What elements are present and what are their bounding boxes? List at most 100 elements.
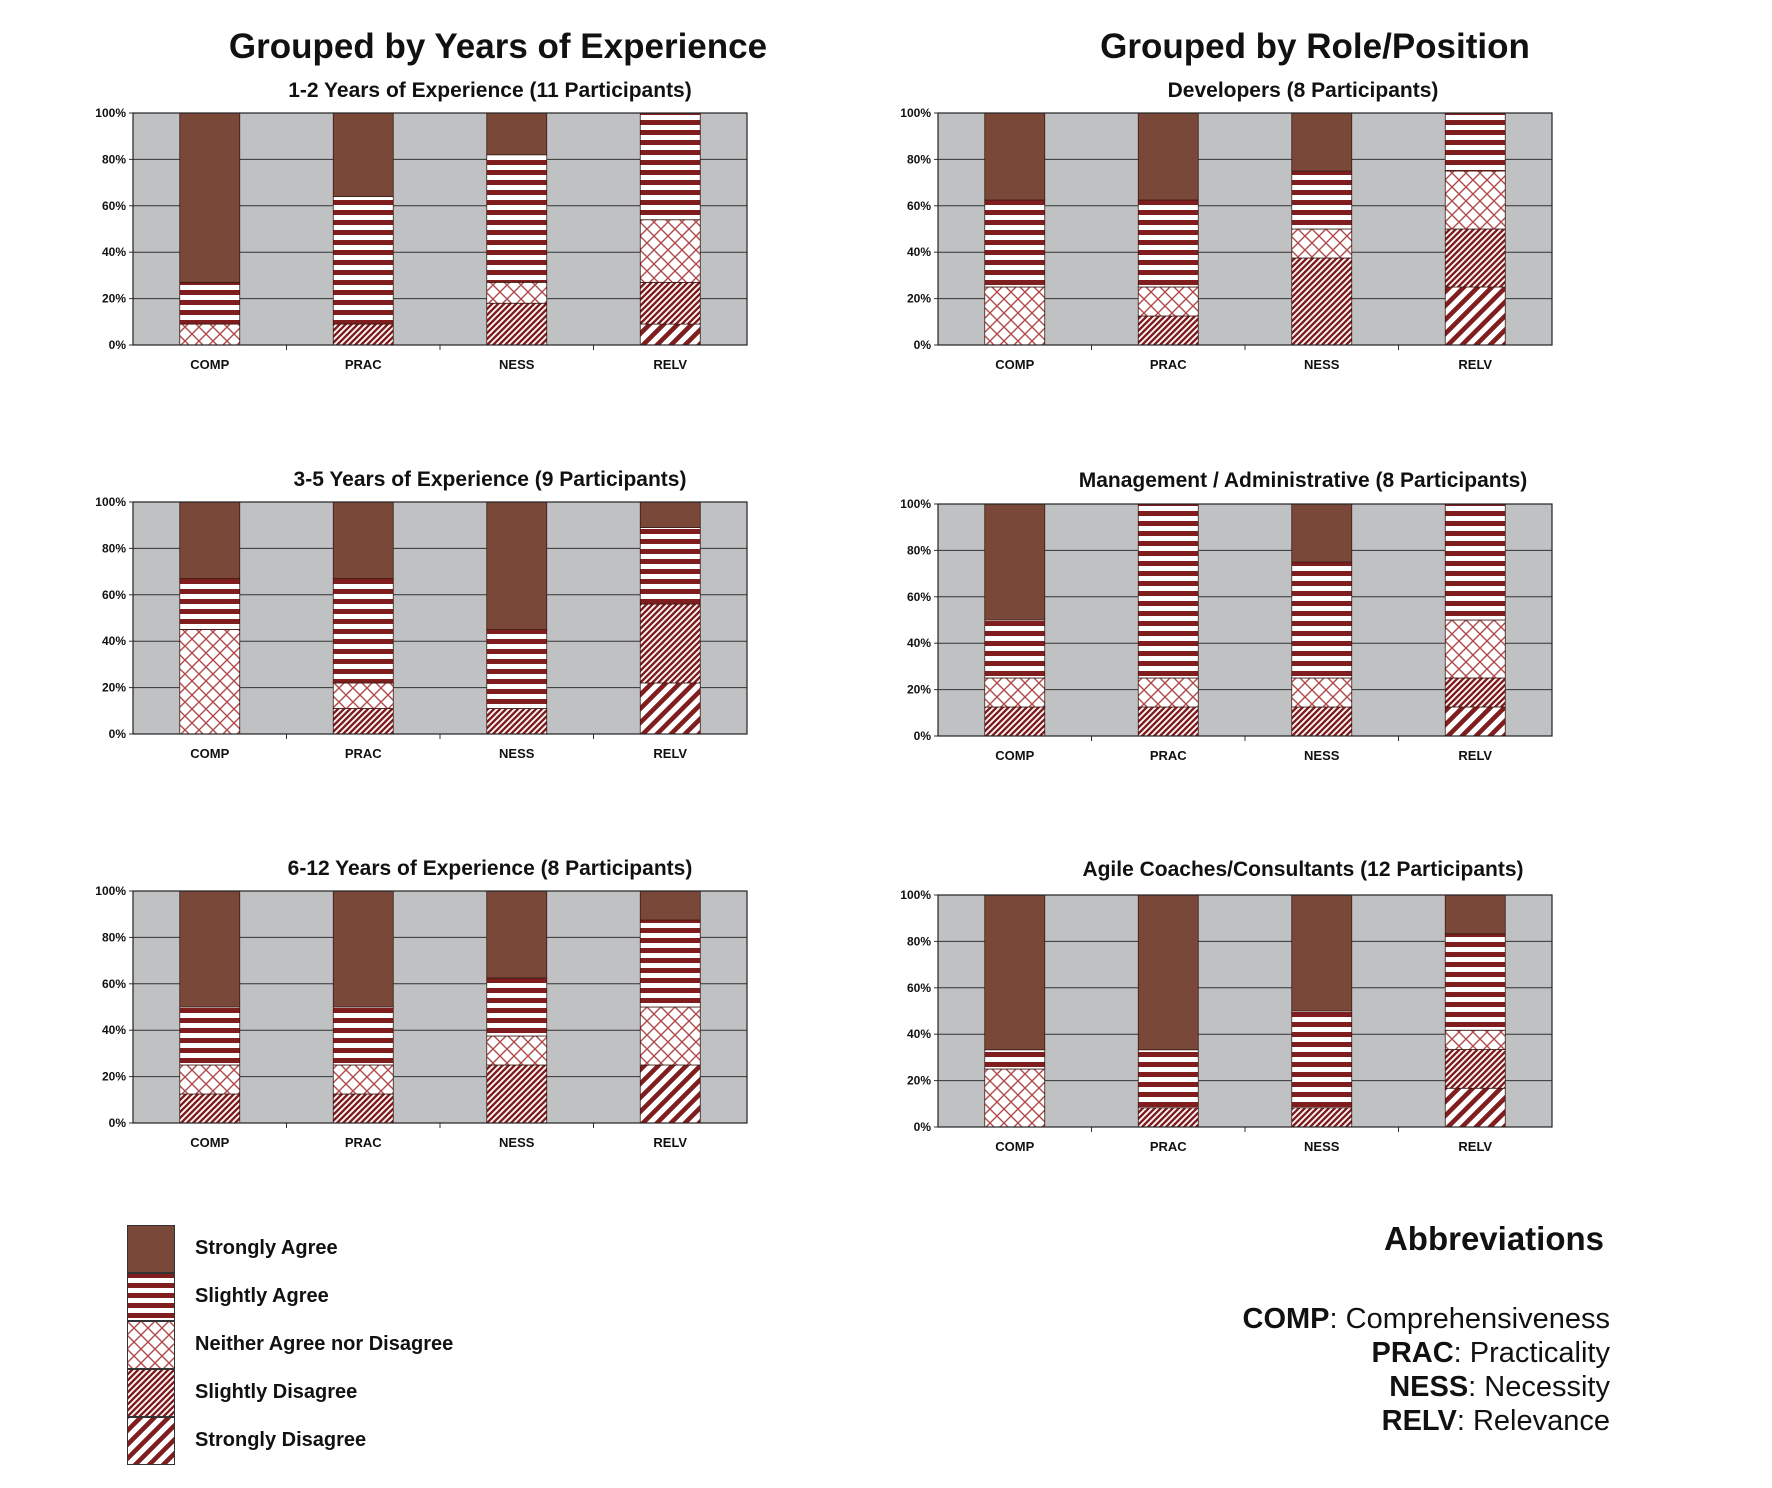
bar-segment-slightly-disagree [1444,1049,1506,1089]
abbreviations-list: COMP: Comprehensiveness PRAC: Practicali… [1140,1302,1610,1438]
bar-segment-slightly-agree [1137,503,1199,679]
bar-segment-neither-agree-nor-disagree [639,1006,701,1066]
bar-segment-slightly-disagree [1291,1107,1353,1128]
bar-segment-strongly-agree [332,890,394,1008]
bar-segment-slightly-agree [984,199,1046,288]
legend-label-strongly-disagree: Strongly Disagree [195,1429,367,1451]
y-tick-label: 60% [102,588,126,602]
abbreviation-ness: NESS: Necessity [1140,1370,1610,1404]
y-tick-label: 80% [907,543,931,557]
y-tick-label: 40% [907,245,931,259]
abbreviation-meaning: : Comprehensiveness [1329,1303,1610,1335]
y-tick-label: 80% [907,934,931,948]
x-tick-label: PRAC [345,746,382,761]
bar-segment-slightly-agree [332,1006,394,1066]
bar-segment-neither-agree-nor-disagree [1137,286,1199,317]
x-tick-label: PRAC [1150,357,1187,372]
y-tick-label: 40% [907,1027,931,1041]
abbreviation-meaning: : Necessity [1468,1371,1610,1403]
bar-segment-slightly-agree [984,1049,1046,1070]
x-tick-label: RELV [653,1135,687,1150]
bar-segment-slightly-agree [1444,933,1506,1031]
bar-segment-neither-agree-nor-disagree [984,677,1046,708]
y-tick-label: 0% [914,729,932,743]
x-tick-label: PRAC [1150,748,1187,763]
bar-segment-slightly-agree [639,527,701,605]
y-tick-label: 60% [907,590,931,604]
chart-management: 0% 20% 40% 60% 80% 100% COMP PRAC NESS RELV [900,497,1553,763]
chart-developers: 0% 20% 40% 60% 80% 100% COMP PRAC NESS RELV [900,106,1553,372]
legend-label-strongly-agree: Strongly Agree [195,1237,338,1259]
legend-item-strongly-disagree: Strongly Disagree [127,1417,547,1465]
plot-border [132,890,748,1124]
bar-segment-strongly-agree [984,112,1046,201]
bar-segment-neither-agree-nor-disagree [984,1068,1046,1128]
bar-segment-slightly-agree [639,112,701,221]
bar-segment-neither-agree-nor-disagree [332,682,394,709]
plot-border [132,501,748,735]
abbreviation-code: NESS [1389,1371,1469,1403]
chart-title-agile-coaches: Agile Coaches/Consultants (12 Participan… [1082,858,1524,881]
chart-agile-coaches: 0% 20% 40% 60% 80% 100% COMP PRAC NESS RELV [900,888,1553,1154]
y-tick-label: 0% [109,338,127,352]
bar-segment-strongly-disagree [639,323,701,346]
chart-title-management: Management / Administrative (8 Participa… [1078,469,1528,492]
x-tick-label: NESS [499,1135,535,1150]
y-tick-label: 20% [907,1074,931,1088]
bar-segment-neither-agree-nor-disagree [1291,228,1353,259]
y-tick-label: 0% [914,1120,932,1134]
abbreviation-prac: PRAC: Practicality [1140,1336,1611,1370]
y-tick-label: 100% [900,497,931,511]
bar-segment-strongly-agree [639,501,701,528]
legend-label-neither: Neither Agree nor Disagree [195,1333,454,1355]
bar-segment-slightly-disagree [1291,706,1353,737]
x-tick-label: NESS [1304,357,1340,372]
bar-segment-strongly-agree [1291,503,1353,563]
bar-segment-slightly-disagree [1137,706,1199,737]
y-tick-label: 20% [102,292,126,306]
plot-border [132,112,748,346]
bar-segment-neither-agree-nor-disagree [1444,619,1506,679]
abbreviations-title: Abbreviations [1383,1220,1604,1257]
bar-segment-strongly-agree [984,503,1046,621]
bar-segment-neither-agree-nor-disagree [639,219,701,283]
bar-segment-strongly-disagree [1444,286,1506,346]
bar-segment-neither-agree-nor-disagree [984,286,1046,346]
y-tick-label: 40% [102,245,126,259]
bar-segment-strongly-agree [179,890,241,1008]
bar-segment-strongly-agree [639,890,701,921]
bar-segment-slightly-agree [1444,112,1506,172]
bar-segment-slightly-disagree [486,708,548,735]
bar-segment-slightly-disagree [332,1093,394,1124]
bar-segment-slightly-agree [179,1006,241,1066]
y-tick-label: 100% [95,884,126,898]
bar-segment-slightly-disagree [486,1064,548,1124]
bar-segment-neither-agree-nor-disagree [1291,677,1353,708]
y-tick-label: 40% [907,636,931,650]
legend-label-slightly-disagree: Slightly Disagree [195,1381,358,1403]
bar-segment-slightly-disagree [639,281,701,325]
legend-swatch-strongly-disagree [127,1417,175,1465]
chart-years-6-12: 0% 20% 40% 60% 80% 100% COMP PRAC NESS RELV [95,884,748,1150]
bar-segment-slightly-agree [179,281,241,325]
bar-segment-neither-agree-nor-disagree [1444,170,1506,230]
abbreviation-code: PRAC [1371,1337,1454,1369]
bar-segment-slightly-agree [486,629,548,709]
bar-segment-strongly-agree [179,501,241,579]
heading-years: Grouped by Years of Experience [228,27,768,66]
bar-segment-neither-agree-nor-disagree [332,1064,394,1095]
y-tick-label: 0% [109,727,127,741]
y-tick-label: 80% [907,152,931,166]
bar-segment-strongly-agree [486,501,548,630]
x-tick-label: PRAC [345,1135,382,1150]
chart-years-1-2: 0% 20% 40% 60% 80% 100% COMP PRAC NESS RELV [95,106,748,372]
x-tick-label: PRAC [345,357,382,372]
bar-segment-slightly-disagree [179,1093,241,1124]
bar-segment-strongly-agree [1444,894,1506,935]
bar-segment-slightly-agree [1291,561,1353,679]
legend-swatch-neither [127,1321,175,1369]
bar-segment-slightly-agree [332,196,394,325]
y-tick-label: 100% [900,106,931,120]
bar-segment-strongly-agree [332,501,394,579]
bar-segment-slightly-disagree [1137,315,1199,346]
